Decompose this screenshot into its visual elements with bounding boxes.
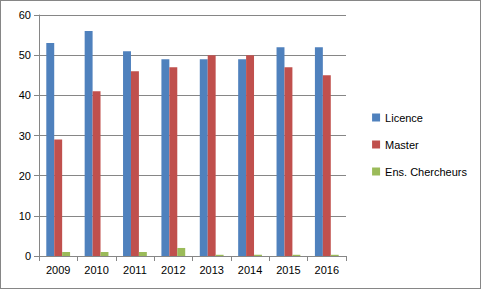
svg-text:2012: 2012: [161, 264, 185, 276]
svg-text:Ens. Chercheurs: Ens. Chercheurs: [385, 166, 467, 178]
svg-text:2015: 2015: [276, 264, 300, 276]
svg-text:2014: 2014: [238, 264, 262, 276]
svg-text:Licence: Licence: [385, 112, 423, 124]
svg-text:30: 30: [19, 130, 31, 142]
svg-text:2010: 2010: [84, 264, 108, 276]
svg-text:60: 60: [19, 9, 31, 21]
svg-text:2009: 2009: [46, 264, 70, 276]
svg-text:40: 40: [19, 89, 31, 101]
svg-text:Master: Master: [385, 139, 419, 151]
svg-text:50: 50: [19, 49, 31, 61]
svg-text:2016: 2016: [315, 264, 339, 276]
svg-text:2013: 2013: [199, 264, 223, 276]
svg-text:2011: 2011: [123, 264, 147, 276]
svg-text:0: 0: [25, 250, 31, 262]
svg-text:10: 10: [19, 210, 31, 222]
svg-text:20: 20: [19, 170, 31, 182]
